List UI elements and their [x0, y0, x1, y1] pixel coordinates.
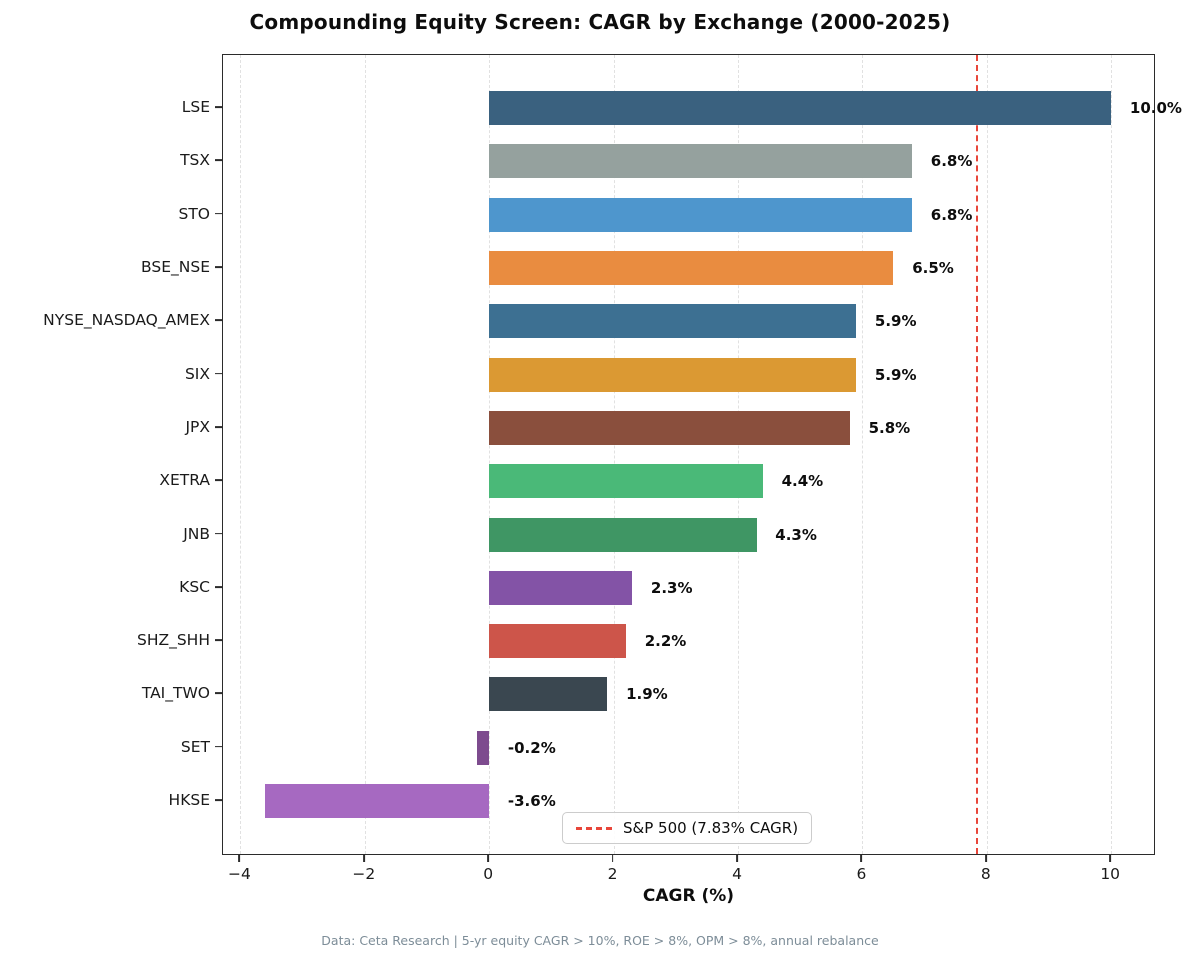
y-tick-label: STO: [178, 204, 210, 223]
y-tick-mark: [215, 159, 222, 162]
bar-value-label: 2.2%: [644, 632, 687, 651]
x-tick-label: 8: [980, 865, 991, 883]
y-tick-label: SIX: [184, 364, 210, 383]
bar: [489, 144, 913, 179]
gridline: [1111, 55, 1113, 854]
y-tick-mark: [215, 692, 222, 695]
y-tick-mark: [215, 212, 222, 215]
bar-value-label: 4.4%: [781, 472, 824, 491]
y-tick-label: XETRA: [159, 471, 210, 490]
x-axis: −4 −2 0 2 4 6 8 10: [222, 855, 1155, 895]
y-tick-label: SET: [180, 737, 210, 756]
x-tick-mark: [860, 855, 863, 862]
x-tick-label: 4: [732, 865, 742, 883]
x-tick-label: −4: [227, 865, 251, 883]
gridline: [240, 55, 242, 854]
gridline: [364, 55, 366, 854]
bar: [489, 624, 626, 659]
plot-area: 10.0% 6.8% 6.8% 6.5% 5.9% 5.9% 5.8% 4.4% 4.3% 2.3…: [222, 54, 1182, 855]
bar-value-label: 5.9%: [874, 312, 917, 331]
x-tick-mark: [362, 855, 365, 862]
bar: [489, 570, 633, 605]
x-tick-mark: [611, 855, 614, 862]
x-tick-label: −2: [352, 865, 376, 883]
bar-value-label: 5.9%: [874, 365, 917, 384]
y-tick-mark: [215, 532, 222, 535]
footnote: Data: Ceta Research | 5-yr equity CAGR >…: [321, 933, 879, 948]
y-tick-mark: [215, 106, 222, 108]
y-tick-mark: [215, 479, 222, 482]
y-tick-mark: [215, 639, 222, 641]
bar: [489, 250, 894, 285]
reference-line: [976, 55, 979, 854]
y-tick-mark: [215, 265, 222, 268]
gridline: [738, 55, 739, 854]
y-tick-label: LSE: [181, 98, 210, 116]
bar-value-label: -3.6%: [507, 792, 556, 810]
y-tick-mark: [215, 799, 222, 801]
x-tick-label: 0: [483, 865, 494, 883]
x-axis-label: CAGR (%): [642, 886, 735, 906]
bar: [489, 357, 857, 392]
y-tick-label: TAI_TWO: [141, 684, 210, 703]
x-tick-mark: [238, 855, 241, 862]
bar-value-label: 6.8%: [930, 152, 973, 171]
x-tick-label: 6: [856, 865, 867, 883]
bar-value-label: 1.9%: [626, 685, 668, 704]
y-tick-mark: [215, 425, 222, 428]
y-axis: LSE TSX STO BSE_NSE NYSE_NASDAQ_AMEX SIX JPX XE…: [0, 54, 222, 855]
y-tick-mark: [215, 372, 222, 375]
x-tick-label: 10: [1100, 865, 1121, 883]
bar: [476, 730, 490, 765]
bar-value-label: 6.5%: [912, 258, 954, 277]
x-tick-mark: [736, 855, 738, 862]
x-tick-mark: [487, 855, 490, 862]
dashed-line-icon: [576, 826, 612, 830]
y-tick-mark: [215, 585, 222, 588]
gridline: [986, 55, 988, 854]
gridline: [613, 55, 615, 854]
gridline: [862, 55, 864, 854]
y-tick-label: JPX: [185, 417, 210, 436]
y-tick-label: TSX: [180, 151, 210, 170]
x-tick-mark: [984, 855, 987, 862]
bar-value-label: 5.8%: [868, 418, 911, 437]
legend: S&P 500 (7.83% CAGR): [562, 812, 813, 844]
bar-value-label: -0.2%: [507, 738, 556, 757]
bar-value-label: 4.3%: [775, 525, 817, 544]
y-tick-label: SHZ_SHH: [136, 631, 210, 650]
y-tick-label: HKSE: [168, 791, 210, 809]
x-tick-mark: [1109, 855, 1112, 862]
x-tick-label: 2: [607, 865, 618, 883]
y-tick-label: NYSE_NASDAQ_AMEX: [43, 311, 210, 330]
y-tick-mark: [215, 745, 222, 748]
bar-value-label: 6.8%: [930, 205, 973, 224]
bar: [489, 464, 763, 499]
legend-label: S&P 500 (7.83% CAGR): [623, 819, 799, 837]
bar: [489, 677, 608, 712]
bar: [489, 517, 757, 552]
y-tick-label: BSE_NSE: [141, 257, 210, 276]
y-tick-mark: [215, 319, 222, 322]
gridline: [489, 55, 491, 854]
y-tick-label: KSC: [179, 577, 210, 596]
bar: [489, 197, 913, 232]
bar: [489, 410, 850, 445]
y-tick-label: JNB: [183, 524, 210, 543]
bar: [489, 304, 857, 339]
bar: [489, 91, 1112, 125]
chart-title: Compounding Equity Screen: CAGR by Excha…: [249, 10, 951, 34]
bar: [265, 784, 490, 818]
bar-value-label: 2.3%: [650, 578, 693, 597]
bar-value-label: 10.0%: [1129, 99, 1182, 117]
